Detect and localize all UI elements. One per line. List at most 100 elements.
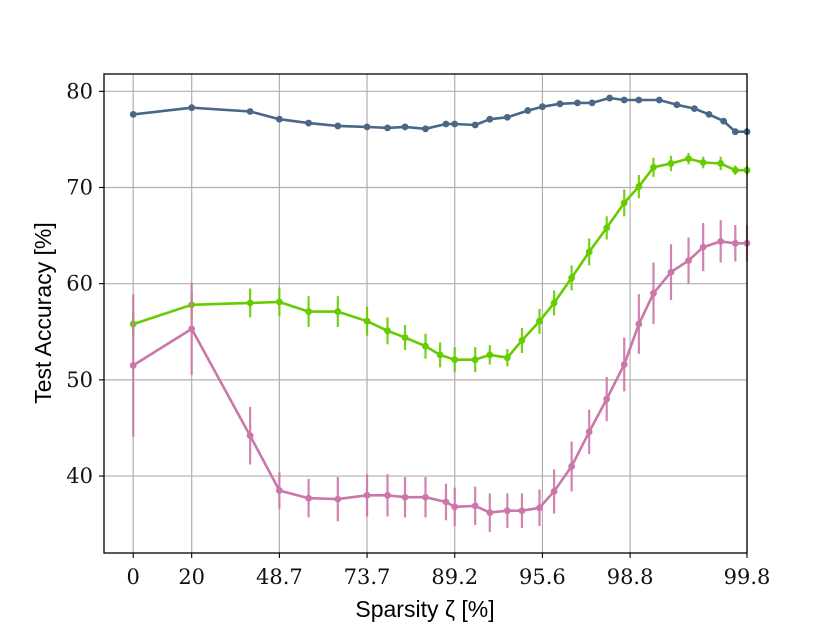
data-point: [635, 183, 643, 190]
data-point: [401, 493, 409, 501]
x-axis-label: Sparsity ζ [%]: [355, 596, 494, 622]
data-point: [503, 354, 511, 362]
series-line: [132, 157, 747, 362]
y-tick-label: 70: [66, 175, 93, 199]
data-point: [685, 155, 692, 163]
x-tick-label: 48.7: [256, 565, 303, 589]
series-1: [129, 94, 751, 136]
data-point: [422, 493, 429, 501]
data-point: [451, 120, 459, 128]
y-tick-label: 80: [66, 79, 93, 103]
data-point: [486, 115, 494, 123]
data-point: [620, 96, 628, 104]
data-point: [667, 268, 675, 276]
x-tick-label: 99.8: [724, 565, 771, 589]
data-point: [673, 101, 681, 109]
data-point: [536, 504, 543, 512]
data-point: [635, 96, 643, 104]
x-tick-label: 95.6: [519, 565, 566, 589]
data-point: [620, 361, 628, 368]
data-point: [129, 362, 137, 369]
data-point: [451, 503, 459, 511]
grid-lines: [104, 74, 748, 553]
data-point: [436, 351, 444, 359]
data-point: [574, 99, 581, 107]
data-point: [690, 105, 698, 113]
data-point: [275, 298, 283, 306]
data-point: [246, 299, 254, 307]
series-line: [132, 240, 747, 514]
data-point: [550, 299, 558, 307]
data-point: [588, 99, 596, 107]
plot-frame: [103, 73, 748, 554]
data-point: [422, 125, 429, 133]
data-point: [275, 487, 283, 494]
data-point: [717, 237, 725, 245]
data-point: [650, 289, 657, 297]
data-point: [650, 163, 657, 171]
data-point: [717, 160, 725, 167]
series-layer: [129, 94, 751, 532]
data-point: [442, 120, 450, 128]
data-point: [486, 351, 494, 359]
x-tick-label: 89.2: [431, 565, 478, 589]
data-point: [585, 248, 593, 256]
data-point: [442, 498, 450, 506]
data-point: [305, 494, 312, 502]
y-axis-label: Test Accuracy [%]: [30, 222, 56, 404]
data-point: [334, 308, 342, 315]
data-point: [603, 395, 611, 403]
series-2: [129, 152, 751, 373]
data-point: [685, 257, 692, 264]
data-point: [655, 96, 663, 104]
data-point: [486, 509, 494, 517]
data-point: [246, 108, 254, 115]
data-point: [731, 166, 739, 174]
y-tick-label: 50: [66, 368, 93, 392]
data-point: [503, 113, 511, 121]
data-point: [363, 123, 371, 131]
data-point: [705, 110, 713, 118]
y-tick-label: 60: [66, 272, 93, 296]
data-point: [550, 488, 558, 495]
series-line: [133, 96, 747, 133]
x-tick-label: 20: [178, 565, 205, 589]
data-point: [422, 342, 429, 350]
data-point: [401, 334, 409, 341]
data-point: [699, 243, 707, 251]
data-point: [384, 491, 391, 499]
axis-ticks: 0 20 48.7 73.7 89.2 95.6 98.8 99.8 40 50 60 70 80: [66, 79, 770, 589]
data-point: [699, 159, 707, 166]
data-point: [731, 128, 739, 136]
data-point: [524, 107, 532, 114]
data-point: [401, 123, 409, 131]
data-point: [603, 224, 611, 232]
data-point: [536, 317, 543, 325]
data-point: [606, 94, 614, 102]
data-point: [568, 274, 576, 282]
data-point: [384, 327, 391, 335]
data-point: [731, 239, 739, 247]
y-tick-label: 40: [66, 464, 93, 488]
data-point: [188, 325, 196, 333]
data-point: [503, 507, 511, 515]
data-point: [451, 356, 459, 364]
x-tick-label: 0: [127, 565, 140, 589]
data-point: [246, 432, 254, 440]
data-point: [188, 104, 196, 112]
x-tick-label: 73.7: [344, 565, 391, 589]
data-point: [518, 337, 526, 344]
data-point: [667, 160, 675, 167]
series-3: [129, 220, 751, 532]
data-point: [518, 507, 526, 515]
data-point: [305, 308, 312, 315]
data-point: [471, 356, 479, 364]
data-point: [620, 199, 628, 207]
data-point: [334, 495, 342, 503]
data-point: [635, 320, 643, 328]
data-point: [384, 124, 391, 132]
data-point: [539, 103, 546, 111]
data-point: [363, 491, 371, 499]
data-point: [334, 122, 342, 130]
